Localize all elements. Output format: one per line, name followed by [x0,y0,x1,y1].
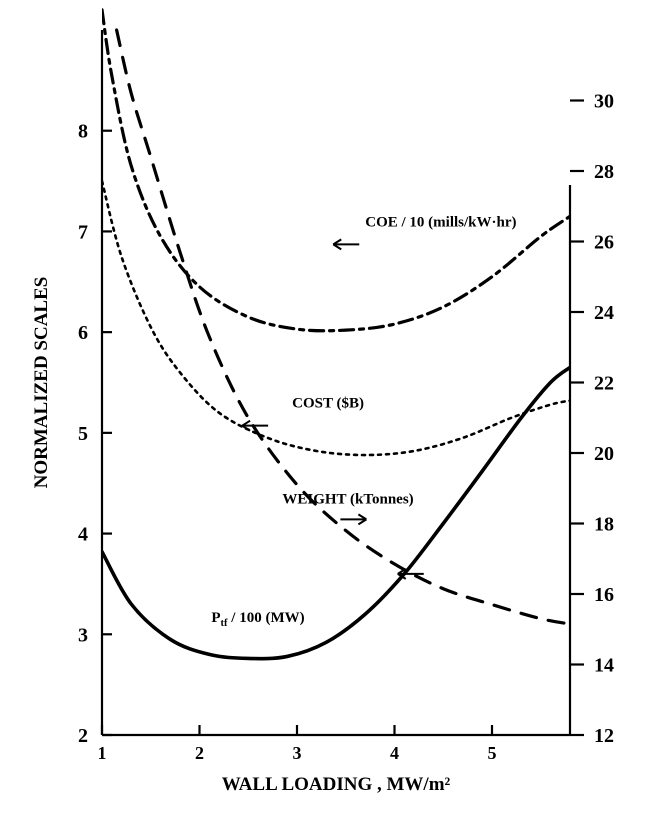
y-left-axis-label: NORMALIZED SCALES [31,277,52,489]
coe-label: COE / 10 (mills/kW·hr) [365,214,516,230]
y-right-tick-label: 12 [594,725,614,747]
x-axis-label: WALL LOADING , MW/m² [222,774,451,795]
y-right-tick-label: 22 [594,373,614,395]
x-tick-label: 1 [98,743,107,763]
y-left-tick-label: 4 [78,524,88,546]
y-right-tick-label: 28 [594,161,614,183]
y-right-tick-label: 30 [594,91,614,113]
y-left-tick-label: 3 [78,624,88,646]
y-right-tick-label: 24 [594,302,614,324]
x-tick-label: 2 [195,743,204,763]
y-right-tick-label: 20 [594,443,614,465]
y-left-tick-label: 8 [78,121,88,143]
y-left-tick-label: 7 [78,221,88,243]
y-left-tick-label: 5 [78,423,88,445]
cost-label: COST ($B) [292,396,364,412]
x-tick-label: 5 [488,743,497,763]
y-right-tick-label: 16 [594,584,614,606]
y-right-tick-label: 18 [594,514,614,536]
y-left-tick-label: 6 [78,322,88,344]
y-left-tick-label: 2 [78,725,88,747]
x-tick-label: 3 [293,743,302,763]
x-tick-label: 4 [390,743,399,763]
weight-label: WEIGHT (kTonnes) [282,491,413,507]
chart: 12345234567812141618202224262830WALL LOA… [0,0,655,823]
y-right-tick-label: 14 [594,655,614,677]
y-right-tick-label: 26 [594,232,614,254]
